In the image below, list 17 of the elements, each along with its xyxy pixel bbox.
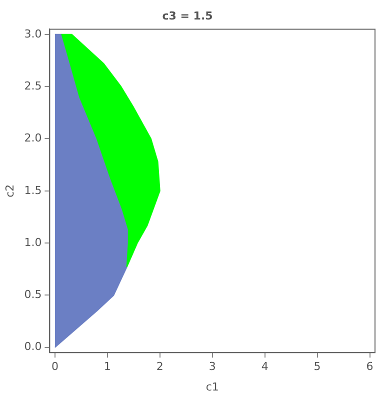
y-tick-label: 2.5 (24, 79, 42, 92)
x-tick-label: 6 (366, 360, 374, 374)
x-tick-label: 0 (51, 360, 58, 374)
y-tick-label: 1.5 (24, 184, 42, 197)
x-tick-label: 4 (261, 360, 268, 374)
x-tick-label: 1 (104, 360, 111, 374)
y-tick-label: 0.5 (24, 288, 42, 302)
chart-title: c3 = 1.5 (162, 9, 213, 22)
x-tick-label: 3 (208, 360, 216, 374)
y-tick-label: 1.0 (24, 236, 42, 249)
x-axis-title: c1 (206, 380, 219, 394)
x-tick-label: 2 (156, 360, 164, 374)
y-tick-label: 2.0 (24, 132, 42, 145)
y-tick-label: 0.0 (24, 340, 42, 354)
x-tick-label: 5 (314, 360, 321, 374)
y-tick-label: 3.0 (24, 27, 42, 40)
y-axis-title: c2 (3, 184, 16, 198)
